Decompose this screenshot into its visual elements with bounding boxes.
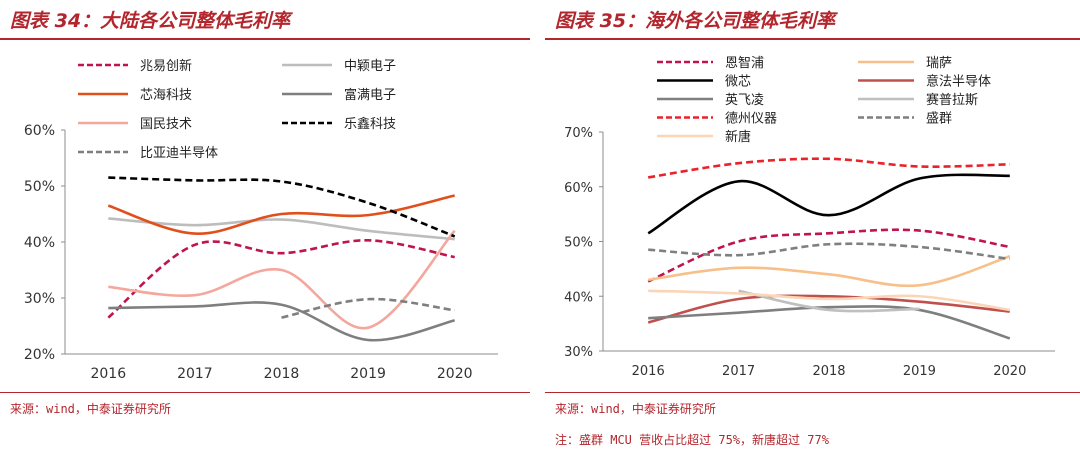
- series-line: [108, 217, 455, 241]
- source-note: 来源：wind，中泰证券研究所: [555, 402, 716, 416]
- x-tick-label: 2019: [350, 366, 386, 382]
- x-tick-label: 2017: [177, 366, 213, 382]
- legend-label: 盛群: [926, 112, 952, 127]
- series-line: [281, 297, 455, 319]
- series-line: [648, 305, 1011, 340]
- x-tick-label: 2016: [90, 366, 126, 382]
- title-divider: [545, 38, 1080, 40]
- x-tick-label: 2017: [722, 364, 755, 379]
- series-line: [647, 294, 1010, 324]
- legend-label: 富满电子: [344, 87, 396, 103]
- legend-label: 新唐: [725, 129, 751, 145]
- title-divider: [0, 38, 530, 40]
- y-tick-label: 60%: [24, 123, 55, 139]
- series-line: [107, 239, 455, 319]
- y-tick-label: 50%: [564, 236, 593, 251]
- series-line: [647, 173, 1010, 235]
- right-line-chart: 30% 40% 50% 60% 70% 2016 2017 2018 2019 2020 恩智浦 瑞萨…: [564, 56, 1055, 379]
- footnote: 注：盛群 MCU 营收占比超过 75%，新唐超过 77%: [555, 433, 829, 447]
- series-line: [108, 176, 456, 238]
- y-tick-label: 40%: [24, 235, 55, 251]
- chart-title: 图表 35：海外各公司整体毛利率: [555, 10, 836, 32]
- series-line: [648, 242, 1010, 261]
- series-line: [108, 301, 456, 342]
- left-chart-panel: 图表 34：大陆各公司整体毛利率 20% 30% 40% 50% 60% 2016 2017…: [0, 0, 530, 455]
- legend-label: 瑞萨: [926, 56, 952, 71]
- legend-label: 比亚迪半导体: [140, 146, 218, 161]
- series-line: [647, 157, 1010, 179]
- x-tick-label: 2018: [264, 366, 300, 382]
- y-tick-label: 20%: [24, 347, 55, 363]
- source-divider: [0, 392, 530, 393]
- legend-label: 意法半导体: [926, 74, 991, 90]
- x-tick-label: 2016: [632, 364, 665, 379]
- legend-label: 国民技术: [140, 117, 192, 132]
- legend-label: 微芯: [725, 75, 751, 90]
- series-line: [647, 228, 1011, 283]
- legend-label: 英飞凌: [725, 93, 764, 108]
- legend-label: 中颖电子: [344, 59, 396, 74]
- legend-label: 芯海科技: [140, 88, 192, 103]
- y-tick-label: 30%: [24, 291, 55, 307]
- chart-title: 图表 34：大陆各公司整体毛利率: [10, 10, 291, 32]
- legend-label: 赛普拉斯: [926, 92, 978, 108]
- x-tick-label: 2020: [437, 366, 473, 382]
- y-tick-label: 60%: [564, 181, 593, 196]
- series-line: [108, 229, 456, 330]
- x-tick-label: 2018: [812, 364, 845, 379]
- source-note: 来源：wind，中泰证券研究所: [10, 402, 171, 416]
- y-tick-label: 40%: [564, 290, 593, 305]
- legend-label: 兆易创新: [140, 58, 192, 74]
- left-line-chart: 20% 30% 40% 50% 60% 2016 2017 2018 2019 2020 兆易创新 中…: [24, 58, 498, 382]
- series-line: [648, 255, 1011, 288]
- legend-label: 恩智浦: [725, 56, 764, 71]
- right-chart-panel: 图表 35：海外各公司整体毛利率 30% 40% 50% 60% 70% 2016 2017…: [545, 0, 1080, 455]
- x-tick-label: 2020: [993, 364, 1026, 379]
- source-divider: [545, 392, 1080, 393]
- legend-label: 德州仪器: [725, 112, 777, 127]
- y-tick-label: 30%: [564, 345, 593, 360]
- series-line: [648, 289, 1010, 312]
- y-tick-label: 70%: [564, 126, 593, 141]
- y-tick-label: 50%: [24, 179, 55, 195]
- series-line: [107, 194, 455, 235]
- legend-label: 乐鑫科技: [344, 116, 396, 132]
- x-tick-label: 2019: [903, 364, 936, 379]
